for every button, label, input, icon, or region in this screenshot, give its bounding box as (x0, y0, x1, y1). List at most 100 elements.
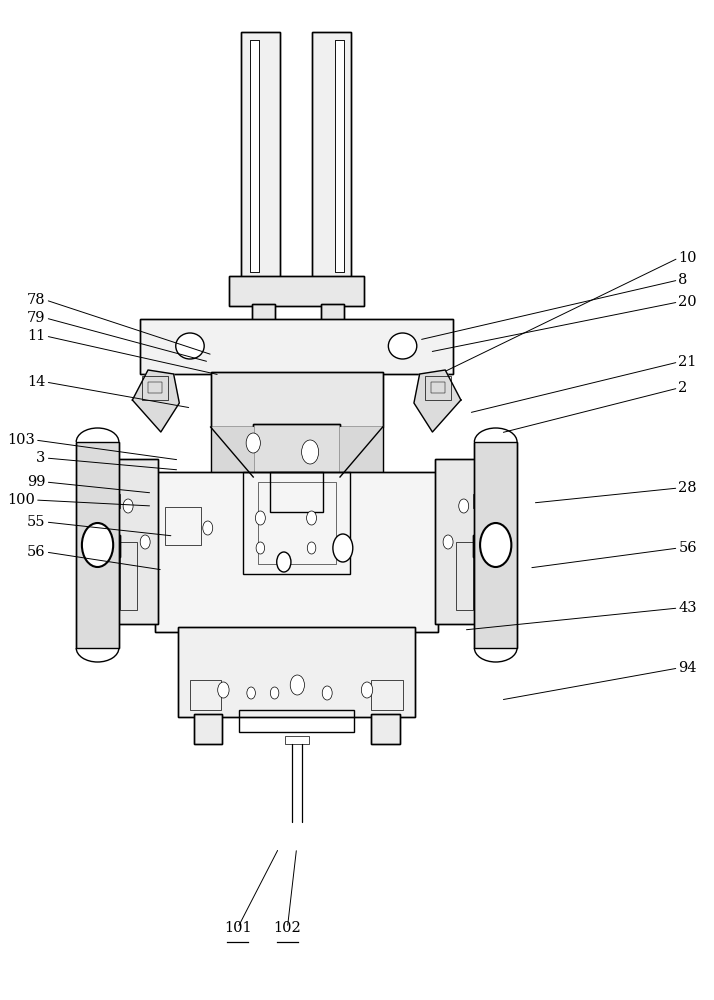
Circle shape (203, 521, 213, 535)
Text: 55: 55 (27, 515, 46, 529)
Text: 100: 100 (7, 493, 35, 507)
Circle shape (140, 535, 150, 549)
Bar (241, 32, 281, 280)
Bar (241, 32, 281, 280)
Bar (371, 714, 400, 744)
Circle shape (458, 499, 468, 513)
Bar (253, 424, 340, 477)
Bar (335, 40, 344, 272)
Text: 56: 56 (27, 545, 46, 559)
Bar (271, 472, 323, 512)
Bar (473, 535, 483, 557)
Bar (312, 32, 351, 280)
Text: 103: 103 (7, 433, 35, 447)
Bar (140, 319, 453, 374)
Bar (243, 472, 350, 574)
Polygon shape (132, 370, 179, 432)
Bar (155, 472, 438, 632)
Bar (110, 535, 120, 557)
Bar (148, 382, 162, 393)
Text: 2: 2 (678, 381, 688, 395)
Circle shape (277, 552, 291, 572)
Bar (258, 482, 336, 564)
Bar (456, 542, 473, 610)
Bar (178, 627, 416, 717)
Text: 79: 79 (27, 311, 46, 325)
Bar (250, 40, 259, 272)
Circle shape (361, 682, 373, 698)
Text: 102: 102 (273, 921, 301, 935)
Bar (211, 372, 383, 427)
Circle shape (333, 534, 353, 562)
Bar (285, 736, 308, 744)
Circle shape (247, 687, 256, 699)
Text: 20: 20 (678, 295, 697, 309)
Bar (193, 714, 222, 744)
Circle shape (82, 523, 114, 567)
Circle shape (256, 542, 265, 554)
Bar (436, 459, 479, 624)
Bar (252, 304, 276, 322)
Bar (142, 376, 168, 400)
Bar (426, 376, 451, 400)
Polygon shape (414, 370, 461, 432)
Text: 14: 14 (27, 375, 46, 389)
Bar (190, 680, 221, 710)
Circle shape (123, 499, 133, 513)
Bar (321, 304, 344, 322)
Bar (114, 459, 158, 624)
Bar (229, 276, 364, 306)
Bar (211, 372, 383, 427)
Circle shape (271, 687, 279, 699)
Text: 8: 8 (678, 273, 688, 287)
Text: 3: 3 (36, 451, 46, 465)
Bar (253, 424, 340, 477)
Bar (431, 382, 446, 393)
Circle shape (246, 433, 261, 453)
Polygon shape (211, 427, 253, 477)
Text: 10: 10 (678, 251, 697, 265)
Polygon shape (340, 427, 383, 477)
Text: 11: 11 (27, 329, 46, 343)
Circle shape (301, 440, 318, 464)
Text: 21: 21 (678, 355, 697, 369)
Circle shape (218, 682, 229, 698)
Bar (312, 32, 351, 280)
Text: 28: 28 (678, 481, 697, 495)
Ellipse shape (176, 333, 204, 359)
Bar (250, 40, 259, 272)
Bar (252, 304, 276, 322)
Text: 78: 78 (27, 293, 46, 307)
Bar (120, 542, 137, 610)
Bar (155, 472, 438, 632)
Ellipse shape (388, 333, 417, 359)
Bar (193, 714, 222, 744)
Text: 99: 99 (27, 475, 46, 489)
Circle shape (290, 675, 304, 695)
Circle shape (443, 535, 453, 549)
Bar (474, 442, 517, 648)
Bar (436, 459, 479, 624)
Circle shape (256, 511, 266, 525)
Bar (473, 494, 483, 508)
Text: 43: 43 (678, 601, 697, 615)
Bar (140, 319, 453, 374)
Circle shape (306, 511, 316, 525)
Bar (321, 304, 344, 322)
Bar (335, 40, 344, 272)
Bar (229, 276, 364, 306)
Bar (473, 535, 483, 557)
Text: 101: 101 (223, 921, 251, 935)
Bar (371, 714, 400, 744)
Bar (110, 494, 120, 508)
Text: 56: 56 (678, 541, 697, 555)
Bar (239, 710, 354, 732)
Bar (76, 442, 119, 648)
Circle shape (322, 686, 332, 700)
Circle shape (307, 542, 316, 554)
Circle shape (480, 523, 511, 567)
Bar (178, 627, 416, 717)
Text: 94: 94 (678, 661, 697, 675)
Bar (114, 459, 158, 624)
Bar (371, 680, 403, 710)
